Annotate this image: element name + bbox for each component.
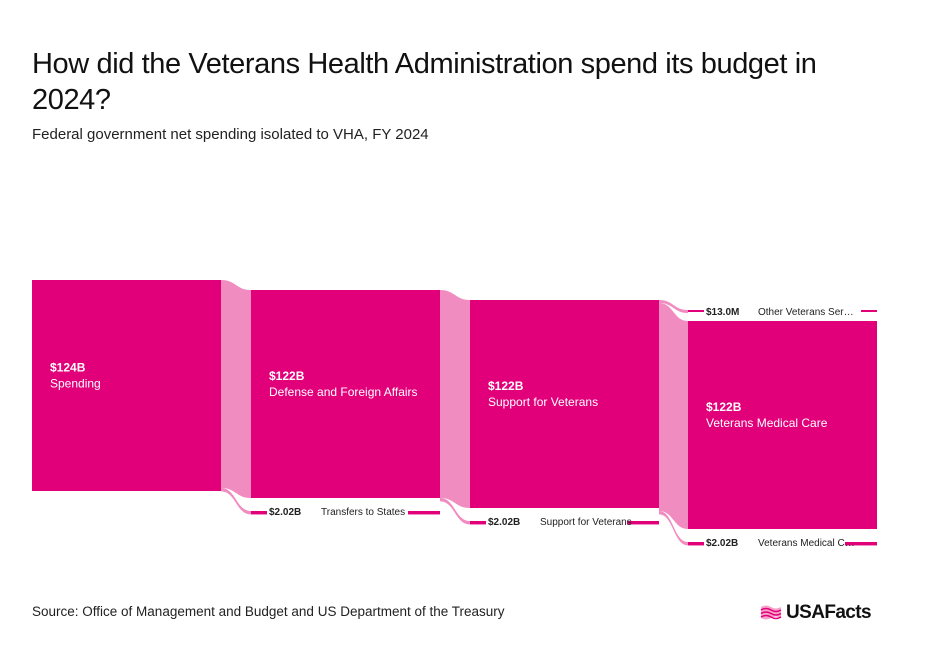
node-name-label: Defense and Foreign Affairs — [269, 385, 418, 399]
node-1 — [32, 280, 221, 491]
node-2 — [251, 290, 440, 498]
chart-title: How did the Veterans Health Administrati… — [32, 48, 817, 116]
node-name-label: Spending — [50, 377, 101, 391]
branch-node-bottom-end — [627, 521, 659, 525]
branch-node-bottom — [251, 511, 267, 515]
branch-link-bottom — [440, 498, 470, 525]
branch-value-label: $2.02B — [269, 507, 301, 518]
branch-link-bottom — [659, 511, 688, 546]
branch-node-bottom-end — [408, 511, 440, 515]
main-link-1 — [221, 280, 251, 498]
flag-icon — [760, 605, 782, 620]
node-value-label: $122B — [706, 400, 742, 414]
main-link-2 — [440, 290, 470, 508]
node-4 — [688, 321, 877, 529]
logo-text: USAFacts — [786, 602, 872, 623]
branch-node-bottom-end — [845, 542, 877, 546]
branch-node-bottom — [470, 521, 486, 525]
branch-name-label: Support for Veterans — [540, 517, 632, 528]
node-value-label: $124B — [50, 361, 86, 375]
branch-value-label: $13.0M — [706, 307, 739, 318]
branch-link-bottom — [221, 488, 251, 515]
branch-name-label: Transfers to States — [321, 507, 405, 518]
node-value-label: $122B — [488, 379, 524, 393]
branch-value-label: $2.02B — [706, 538, 738, 549]
main-link-3 — [659, 303, 688, 529]
branch-value-label: $2.02B — [488, 517, 520, 528]
branch-node-top — [688, 310, 704, 312]
chart-subtitle: Federal government net spending isolated… — [32, 126, 429, 143]
node-name-label: Support for Veterans — [488, 395, 598, 409]
node-value-label: $122B — [269, 369, 305, 383]
branch-node-top-end — [861, 310, 877, 312]
node-name-label: Veterans Medical Care — [706, 416, 828, 430]
branch-name-label: Other Veterans Ser… — [758, 307, 854, 318]
branch-link-top — [659, 300, 688, 313]
source-note: Source: Office of Management and Budget … — [32, 604, 505, 619]
node-3 — [470, 300, 659, 508]
branch-name-label: Veterans Medical C… — [758, 538, 855, 549]
branch-node-bottom — [688, 542, 704, 546]
usafacts-logo[interactable]: USAFacts — [760, 600, 872, 626]
